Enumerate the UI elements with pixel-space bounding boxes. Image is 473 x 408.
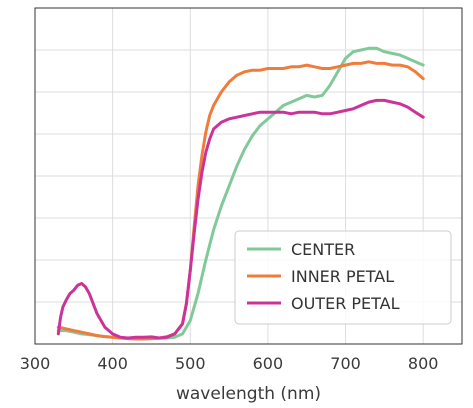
- x-tick-label: 500: [175, 354, 206, 373]
- legend-box: [234, 230, 452, 325]
- plot-area-frame: [34, 7, 463, 345]
- x-tick-labels: 300 400 500 600 700 800: [20, 354, 439, 373]
- x-tick-label: 600: [253, 354, 284, 373]
- series-line-3: [56, 98, 425, 340]
- x-tick-label: 400: [97, 354, 128, 373]
- x-tick-label: 800: [408, 354, 439, 373]
- x-tick-label: 300: [20, 354, 51, 373]
- legend-label: OUTER PETAL: [291, 294, 400, 313]
- series-lines: [56, 46, 425, 341]
- legend-label: CENTER: [291, 240, 355, 259]
- legend: CENTER INNER PETAL OUTER PETAL: [234, 230, 452, 325]
- legend-label: INNER PETAL: [291, 267, 394, 286]
- x-tick-label: 700: [330, 354, 361, 373]
- x-axis-label: wavelength (nm): [176, 384, 321, 404]
